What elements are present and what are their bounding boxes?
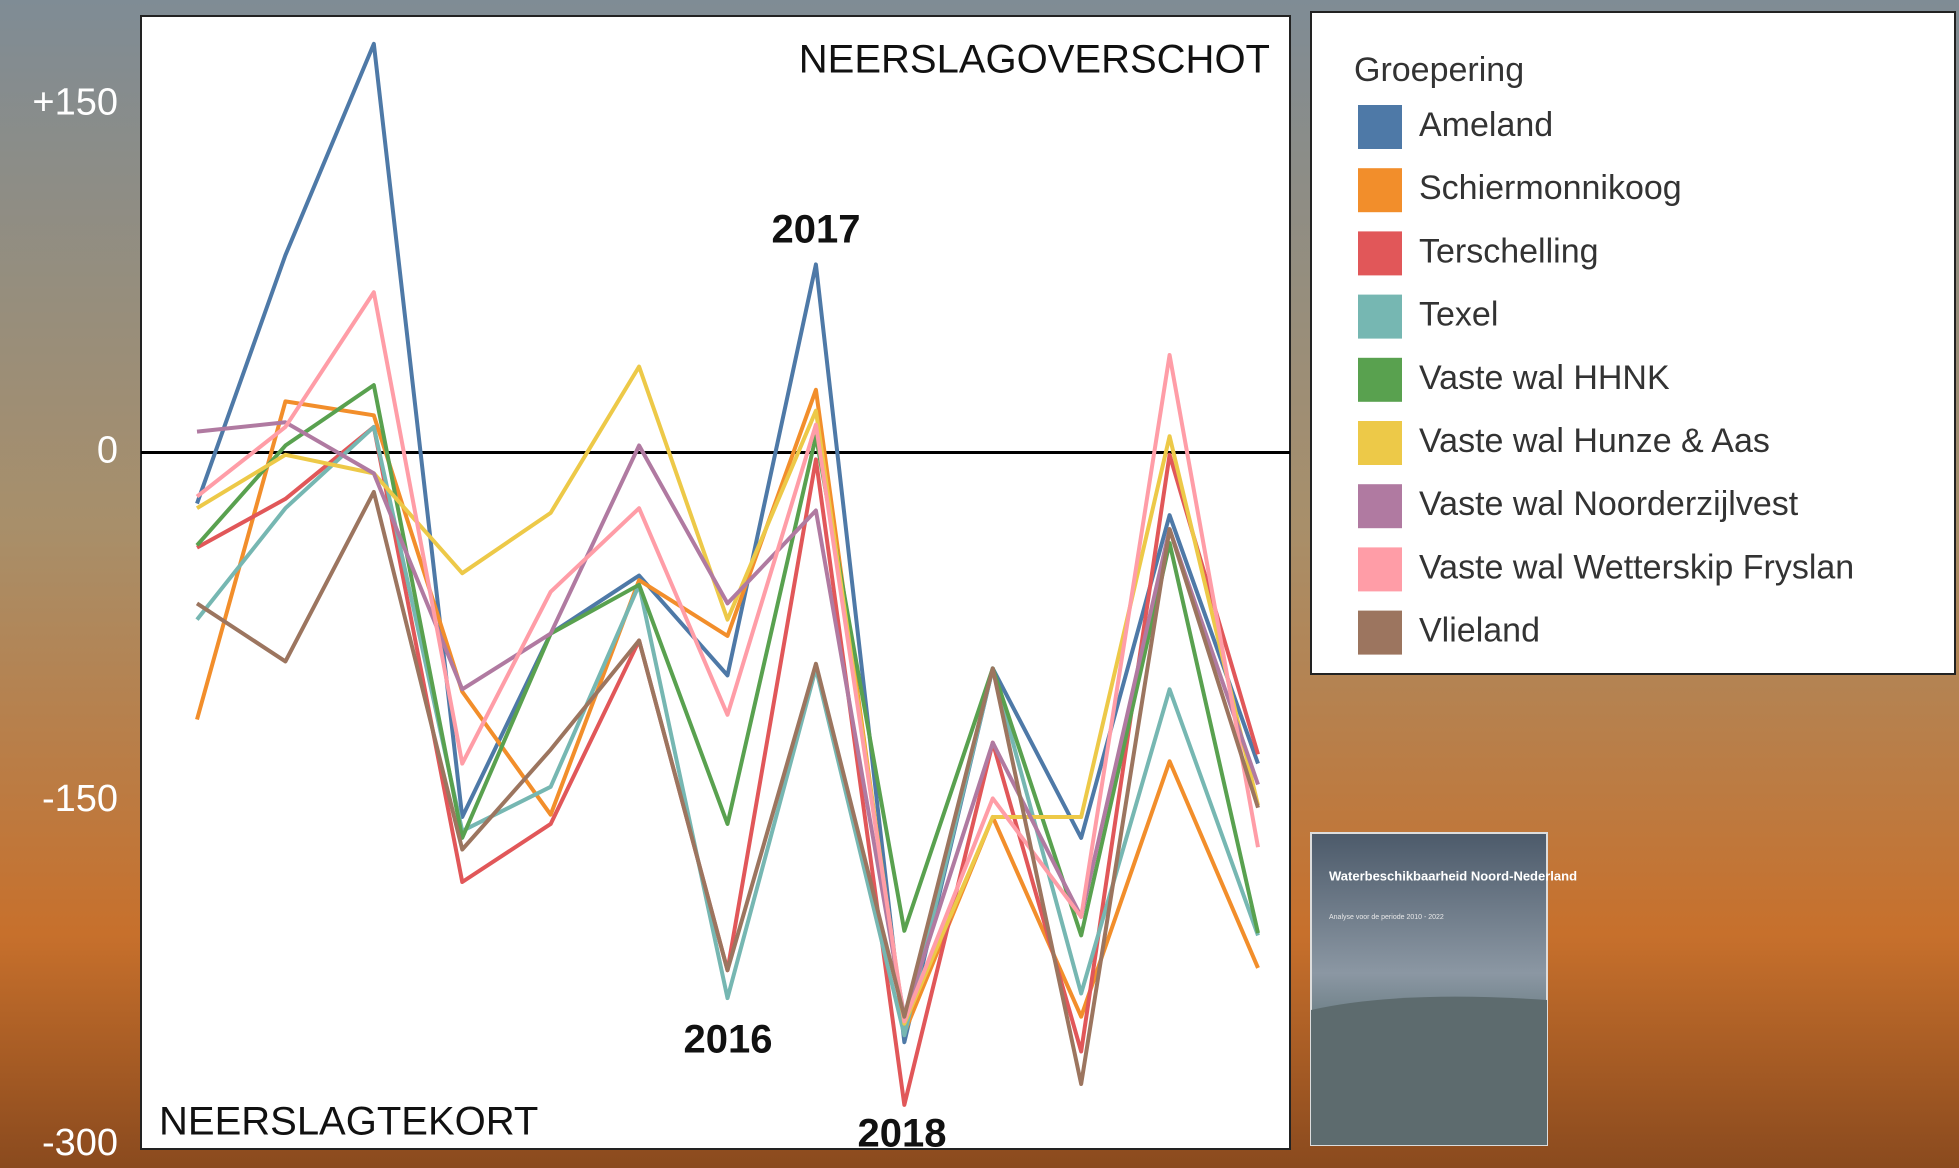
thumbnail-title: Waterbeschikbaarheid Noord-Nederland xyxy=(1329,868,1577,883)
annotation: NEERSLAGTEKORT xyxy=(159,1100,538,1144)
legend-label: Vlieland xyxy=(1419,612,1540,650)
annotation: 2017 xyxy=(772,208,861,252)
annotation: 2018 xyxy=(858,1112,947,1156)
thumbnail-water xyxy=(1311,997,1547,1145)
y-tick-label: 0 xyxy=(97,430,118,472)
legend-swatch xyxy=(1358,295,1402,339)
thumbnail-subtitle: Analyse voor de periode 2010 - 2022 xyxy=(1329,914,1444,921)
legend-label: Schiermonnikoog xyxy=(1419,169,1682,207)
legend-label: Vaste wal Wetterskip Fryslan xyxy=(1419,548,1854,586)
y-tick-label: -150 xyxy=(42,778,118,820)
legend-swatch xyxy=(1358,105,1402,149)
legend-label: Ameland xyxy=(1419,106,1553,144)
legend-swatch xyxy=(1358,168,1402,212)
y-tick-label: +150 xyxy=(32,81,118,123)
annotation: NEERSLAGOVERSCHOT xyxy=(799,38,1270,82)
legend-swatch xyxy=(1358,547,1402,591)
legend-label: Vaste wal Hunze & Aas xyxy=(1419,422,1770,460)
y-tick-label: -300 xyxy=(42,1122,118,1164)
legend-swatch xyxy=(1358,484,1402,528)
thumbnail: Waterbeschikbaarheid Noord-Nederland Ana… xyxy=(1311,833,1577,1145)
legend-swatch xyxy=(1358,231,1402,275)
legend-label: Vaste wal Noorderzijlvest xyxy=(1419,485,1799,523)
legend-swatch xyxy=(1358,421,1402,465)
legend-swatch xyxy=(1358,358,1402,402)
legend-label: Texel xyxy=(1419,296,1498,334)
legend-title: Groepering xyxy=(1354,51,1524,89)
legend-swatch xyxy=(1358,611,1402,655)
legend-label: Vaste wal HHNK xyxy=(1419,359,1670,397)
slide: Waterbeschikbaarheid Noord-Nederland Ana… xyxy=(0,0,1959,1168)
legend-label: Terschelling xyxy=(1419,232,1599,270)
annotation: 2016 xyxy=(684,1018,773,1062)
